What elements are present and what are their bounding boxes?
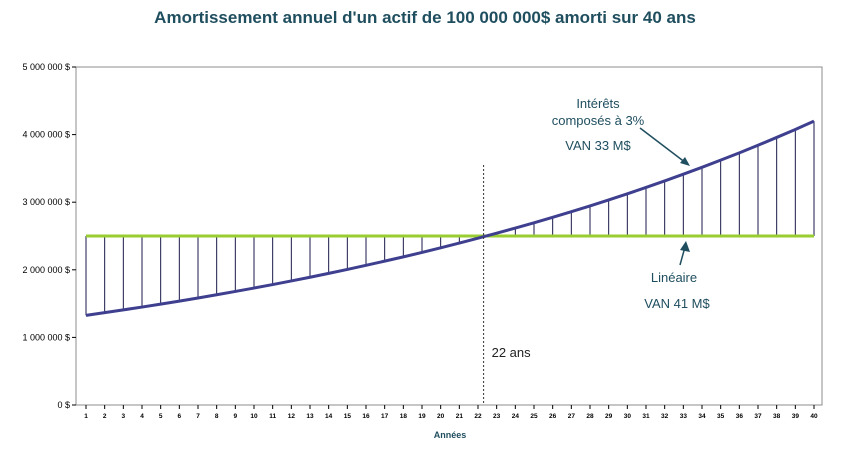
x-tick-label: 25 <box>530 413 538 420</box>
plot-area-border <box>75 66 823 406</box>
x-tick-label: 30 <box>624 413 632 420</box>
x-tick-label: 16 <box>362 413 370 420</box>
x-tick-label: 14 <box>325 413 333 420</box>
x-tick-label: 12 <box>288 413 296 420</box>
compound-arrow-head <box>680 157 690 166</box>
x-tick-label: 39 <box>792 413 800 420</box>
x-tick-label: 33 <box>680 413 688 420</box>
x-tick-label: 40 <box>810 413 818 420</box>
x-tick-label: 35 <box>717 413 725 420</box>
y-tick-label: 1 000 000 $ <box>22 332 70 342</box>
x-tick-label: 32 <box>661 413 669 420</box>
y-tick-label: 0 $ <box>57 400 70 410</box>
x-tick-label: 22 <box>474 413 482 420</box>
x-tick-label: 10 <box>250 413 258 420</box>
hatch-layer <box>85 121 815 316</box>
y-tick-label: 5 000 000 $ <box>22 62 70 72</box>
x-tick-label: 27 <box>568 413 576 420</box>
x-tick-label: 36 <box>736 413 744 420</box>
x-axis-label: Années <box>434 430 467 440</box>
x-tick-label: 1 <box>84 413 88 420</box>
x-tick-label: 13 <box>306 413 314 420</box>
compound-van-label: VAN 33 M$ <box>565 138 631 153</box>
x-tick-label: 15 <box>344 413 352 420</box>
compound-label-line1: Intérêts <box>576 96 620 111</box>
x-tick-label: 4 <box>140 413 144 420</box>
x-tick-label: 29 <box>605 413 613 420</box>
axis-layer: 0 $ 1 000 000 $ 2 000 000 $ 3 000 000 $ 4 00… <box>22 62 818 420</box>
series-layer <box>85 119 815 317</box>
compound-arrow-line <box>639 127 687 164</box>
x-tick-label: 37 <box>754 413 762 420</box>
x-tick-label: 7 <box>196 413 200 420</box>
chart-title: Amortissement annuel d'un actif de 100 0… <box>154 8 696 27</box>
x-tick-label: 34 <box>698 413 706 420</box>
x-tick-label: 2 <box>103 413 107 420</box>
x-tick-label: 21 <box>456 413 464 420</box>
linear-arrow-head <box>680 241 690 252</box>
y-tick-label: 4 000 000 $ <box>22 130 70 140</box>
x-tick-label: 5 <box>159 413 163 420</box>
vertical-marker-label: 22 ans <box>492 345 532 360</box>
x-tick-label: 19 <box>418 413 426 420</box>
x-tick-label: 9 <box>234 413 238 420</box>
x-tick-label: 3 <box>122 413 126 420</box>
y-tick-label: 2 000 000 $ <box>22 265 70 275</box>
x-tick-label: 6 <box>178 413 182 420</box>
y-tick-label: 3 000 000 $ <box>22 197 70 207</box>
x-tick-label: 24 <box>512 413 520 420</box>
series-line-compound <box>85 119 815 317</box>
compound-label-line2: composés à 3% <box>552 113 645 128</box>
x-tick-label: 28 <box>586 413 594 420</box>
linear-van-label: VAN 41 M$ <box>644 296 710 311</box>
x-tick-label: 26 <box>549 413 557 420</box>
x-tick-label: 38 <box>773 413 781 420</box>
x-tick-label: 18 <box>400 413 408 420</box>
x-tick-label: 8 <box>215 413 219 420</box>
x-tick-label: 20 <box>437 413 445 420</box>
x-tick-label: 11 <box>269 413 276 420</box>
x-tick-label: 17 <box>381 413 389 420</box>
linear-label: Linéaire <box>651 270 697 285</box>
x-tick-label: 23 <box>493 413 501 420</box>
x-tick-label: 31 <box>642 413 650 420</box>
